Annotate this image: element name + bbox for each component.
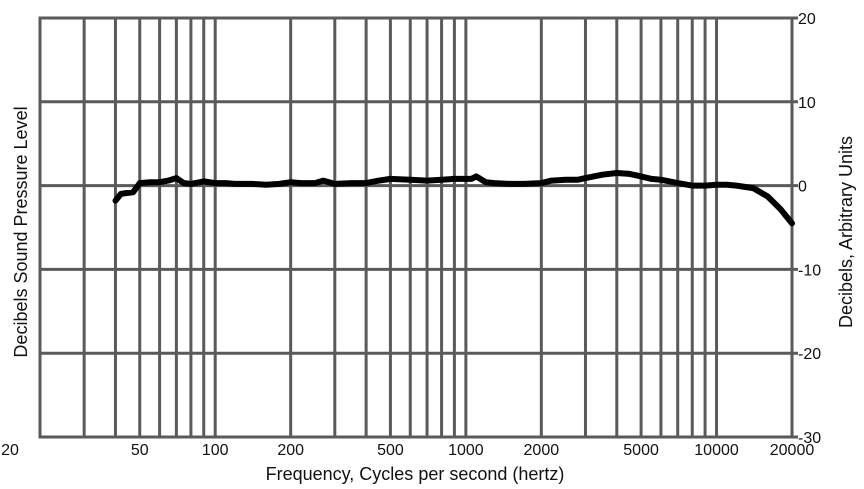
y-tick-label: 0 (798, 179, 807, 196)
right-axis-tick-labels: 20 10 0 -10 -20 -30 (798, 11, 821, 447)
x-tick-label: 2000 (524, 442, 560, 459)
x-tick-label: 200 (277, 442, 304, 459)
x-tick-label: 20000 (770, 442, 815, 459)
y-tick-label: 20 (798, 11, 816, 28)
y-tick-label: -10 (798, 262, 821, 279)
x-tick-label: 500 (377, 442, 404, 459)
response-curve (112, 170, 795, 227)
y-tick-label: 10 (798, 95, 816, 112)
right-y-axis-title: Decibels, Arbitrary Units (836, 136, 856, 328)
x-tick-label: 1000 (448, 442, 484, 459)
x-axis-tick-labels: 20 50 100 200 500 1000 2000 5000 10000 20000 (1, 442, 814, 459)
plot-frame (38, 16, 794, 439)
y-tick-label: -20 (798, 346, 821, 363)
y-tick-label: -30 (798, 430, 821, 447)
x-tick-label: 10000 (694, 442, 739, 459)
x-tick-label: 100 (202, 442, 229, 459)
horizontal-grid-lines (40, 16, 798, 439)
x-tick-label: 50 (131, 442, 149, 459)
x-tick-label: 5000 (623, 442, 659, 459)
left-y-axis-title: Decibels Sound Pressure Level (11, 106, 31, 357)
x-tick-label: 20 (1, 442, 19, 459)
x-axis-title: Frequency, Cycles per second (hertz) (266, 464, 565, 484)
vertical-grid-lines (38, 18, 794, 437)
